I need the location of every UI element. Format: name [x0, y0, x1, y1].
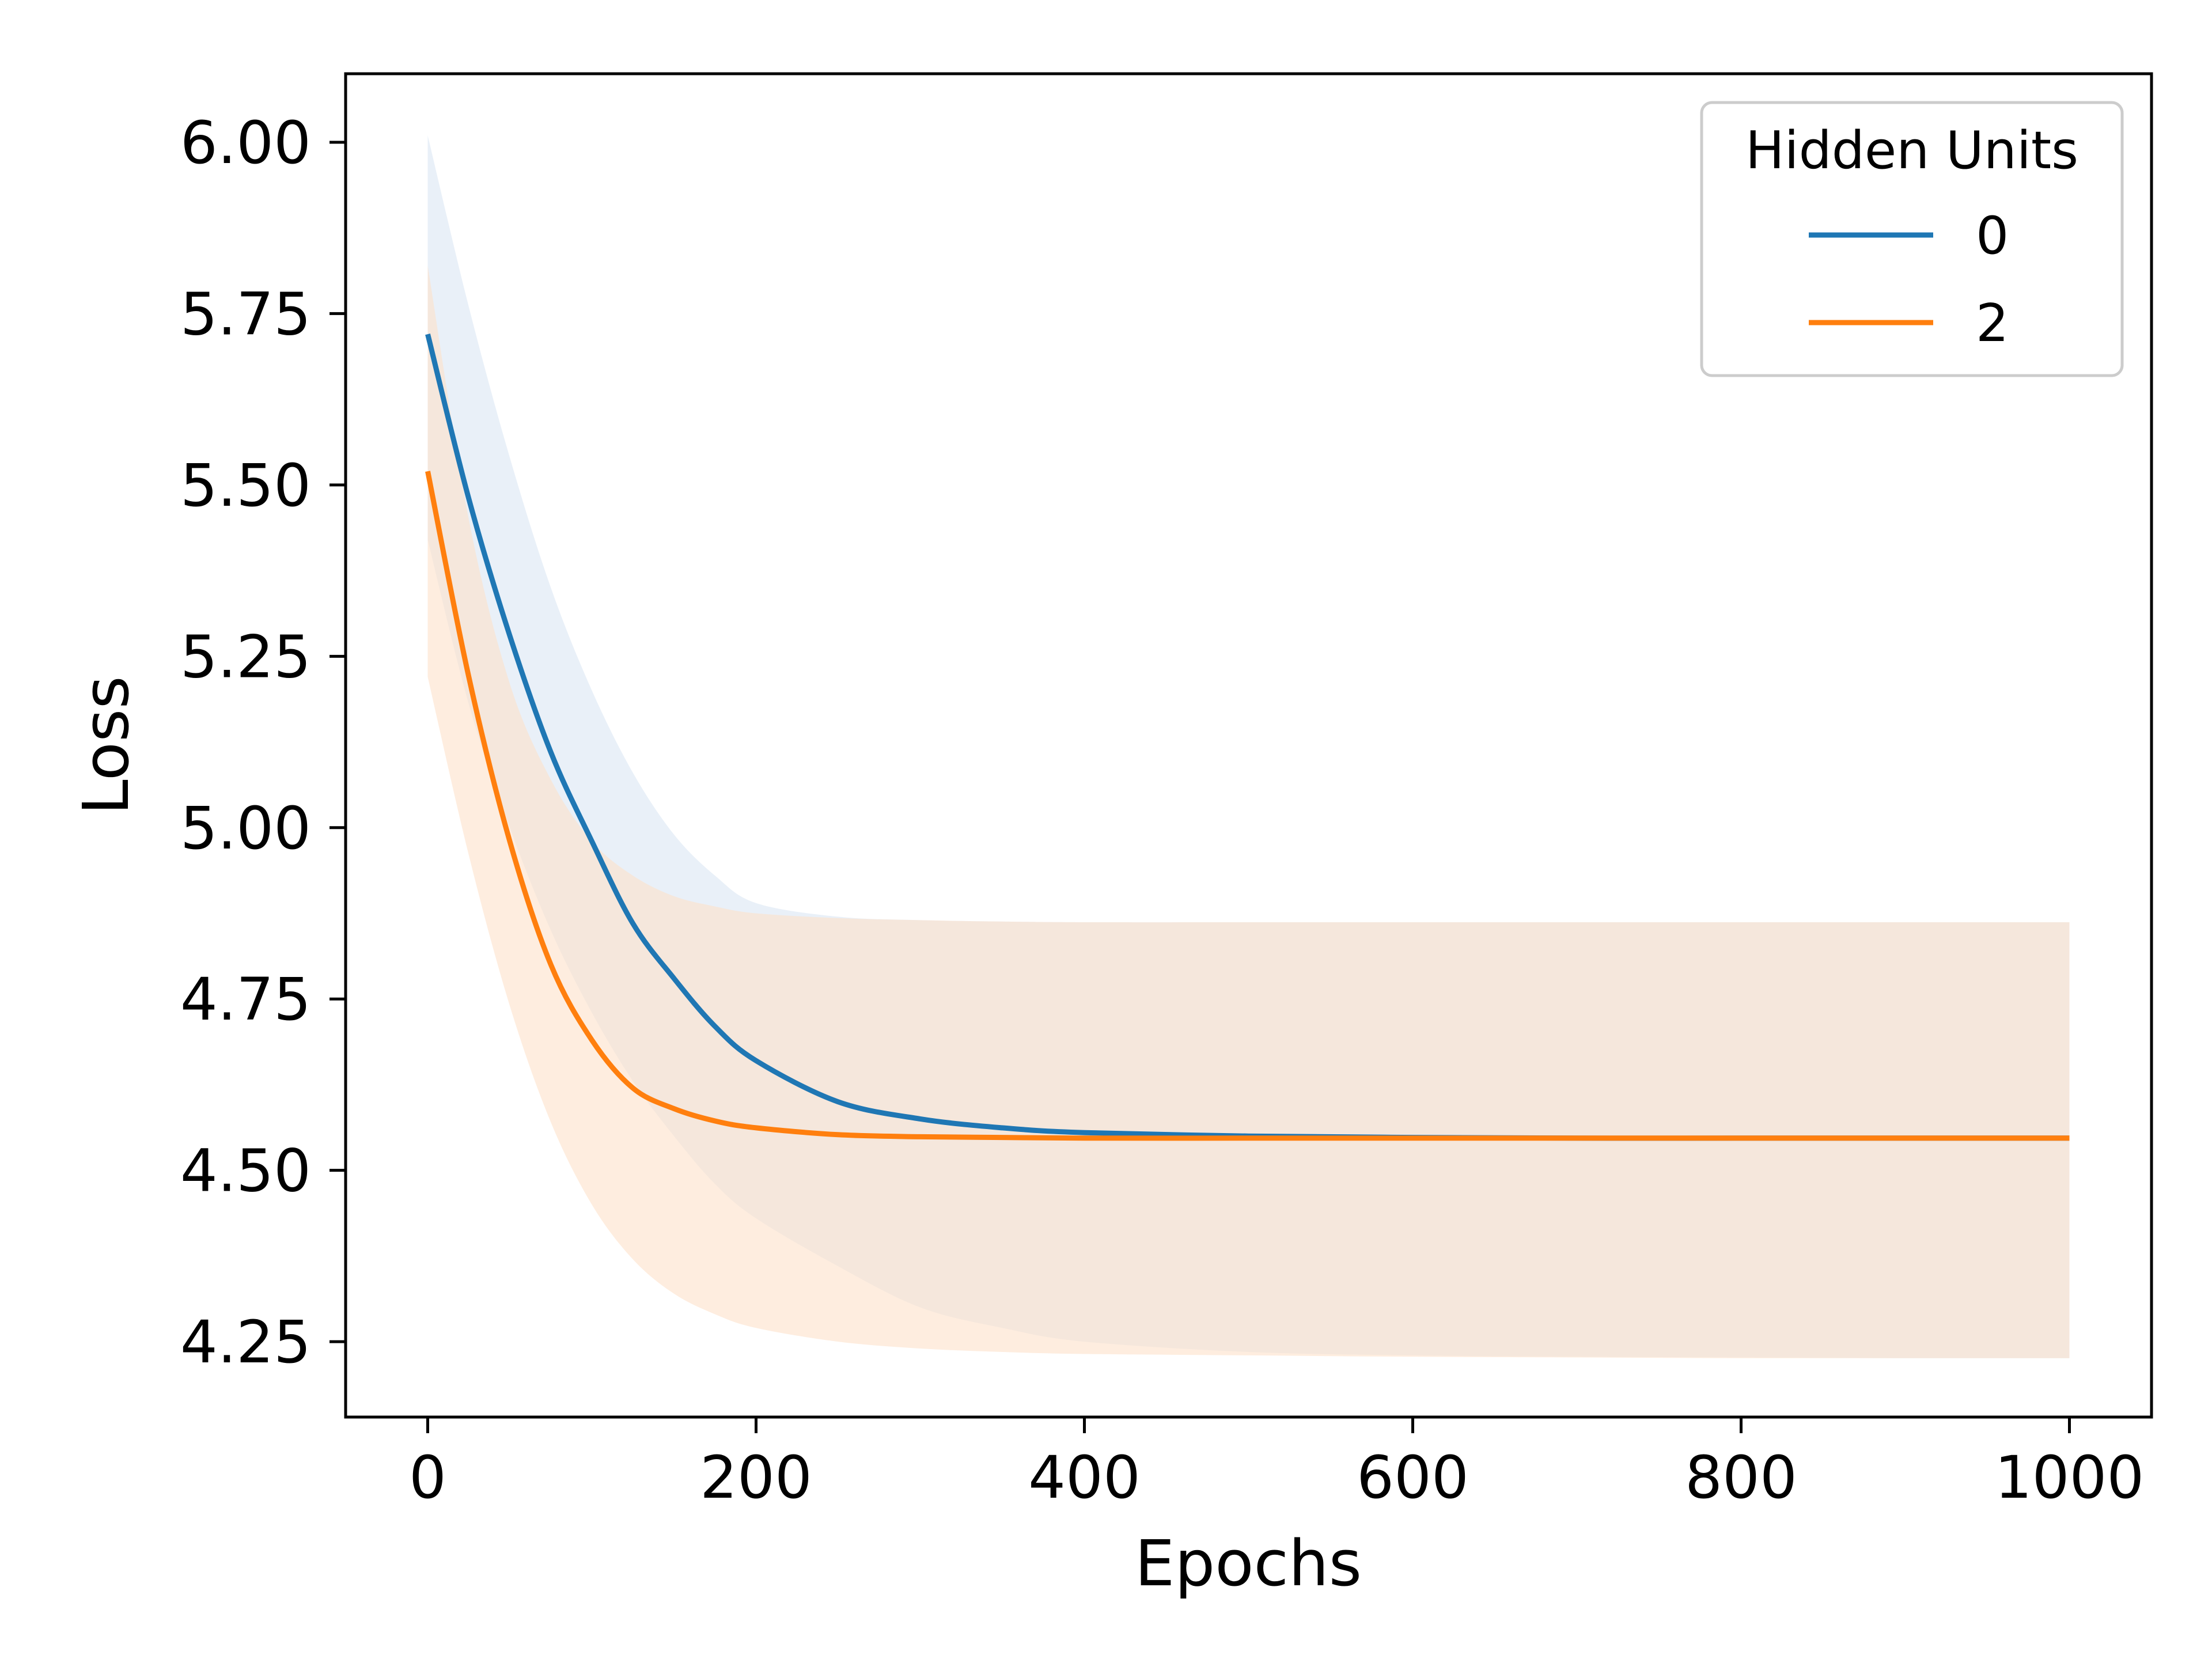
legend-box — [1700, 101, 2124, 377]
y-tick-label: 4.50 — [180, 1137, 311, 1206]
x-axis-title: Epochs — [1135, 1527, 1362, 1600]
x-tick-label: 1000 — [1995, 1444, 2145, 1512]
x-axis: 0 200 400 600 800 1000 — [409, 1417, 2144, 1512]
y-tick-label: 5.50 — [180, 452, 311, 520]
y-axis-title: Loss — [69, 676, 143, 815]
x-tick-label: 200 — [700, 1444, 812, 1512]
band-series-2 — [427, 266, 2070, 1358]
y-tick-label: 6.00 — [180, 109, 311, 177]
confidence-bands — [427, 135, 2070, 1358]
legend: Hidden Units 0 2 — [1700, 101, 2124, 377]
series-lines — [425, 334, 2070, 1141]
legend-title: Hidden Units — [1745, 120, 2078, 181]
y-tick-label: 5.00 — [180, 794, 311, 863]
y-tick-label: 4.75 — [180, 965, 311, 1034]
x-tick-label: 0 — [409, 1444, 446, 1512]
x-tick-label: 600 — [1357, 1444, 1469, 1512]
x-tick-label: 400 — [1028, 1444, 1141, 1512]
y-tick-label: 5.25 — [180, 623, 311, 691]
y-tick-label: 4.25 — [180, 1308, 311, 1377]
legend-label-2: 2 — [1976, 293, 2009, 354]
y-tick-label: 5.75 — [180, 280, 311, 349]
line-series-2 — [425, 471, 2070, 1141]
x-tick-label: 800 — [1685, 1444, 1797, 1512]
legend-label-0: 0 — [1976, 206, 2009, 266]
y-axis: 4.25 4.50 4.75 5.00 5.25 5.50 5.75 6.00 — [180, 109, 346, 1377]
plot-frame — [344, 72, 2153, 1419]
